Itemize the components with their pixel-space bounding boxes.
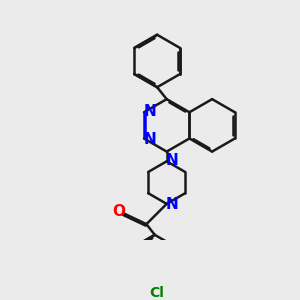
Text: N: N (166, 197, 178, 212)
Text: N: N (144, 103, 156, 118)
Text: N: N (166, 153, 178, 168)
Text: N: N (144, 132, 156, 147)
Text: O: O (112, 204, 125, 219)
Text: Cl: Cl (150, 286, 165, 300)
